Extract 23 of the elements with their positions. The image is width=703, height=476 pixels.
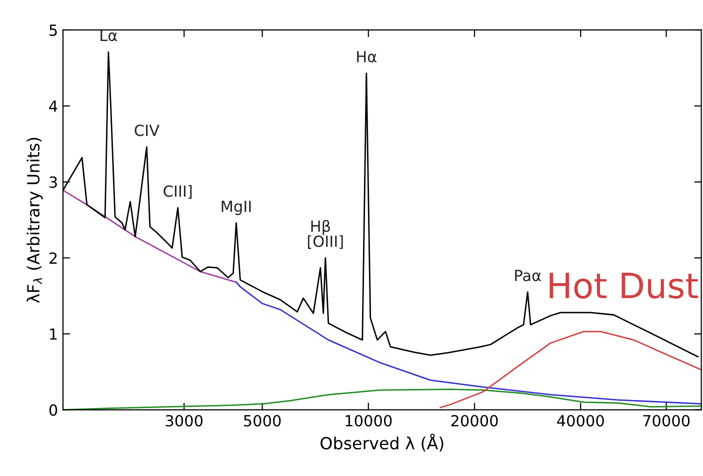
x-tick-label: 20000 [451,414,498,427]
x-tick-label: 5000 [244,414,281,427]
x-tick-label: 10000 [346,414,392,427]
x-tick-label: 3000 [166,414,203,427]
y-tick-label: 1 [50,328,57,340]
y-tick-label: 3 [50,176,57,188]
y-tick-label: 0 [49,404,58,416]
annotation: Hβ [311,220,330,235]
x-tick-label: 70000 [643,414,690,427]
annotation: Hα [357,51,376,62]
annotation: [OIII] [308,235,343,249]
x-tick-label: 40000 [557,414,604,427]
y-tick-label: 5 [50,24,57,36]
y-axis-title: λF$_{λ}$ (Arbitrary Units) [26,138,43,303]
annotation: Paα [515,270,541,282]
y-tick-label: 4 [49,100,58,112]
annotation: Lα [100,30,117,42]
annotation: CIII] [164,185,192,199]
series-label: Hot Dust [550,272,698,299]
annotation: MgII [222,200,251,216]
y-tick-label: 2 [50,252,57,264]
annotation: CIV [134,124,160,136]
x-axis-title: Observed λ (Å) [320,434,444,452]
